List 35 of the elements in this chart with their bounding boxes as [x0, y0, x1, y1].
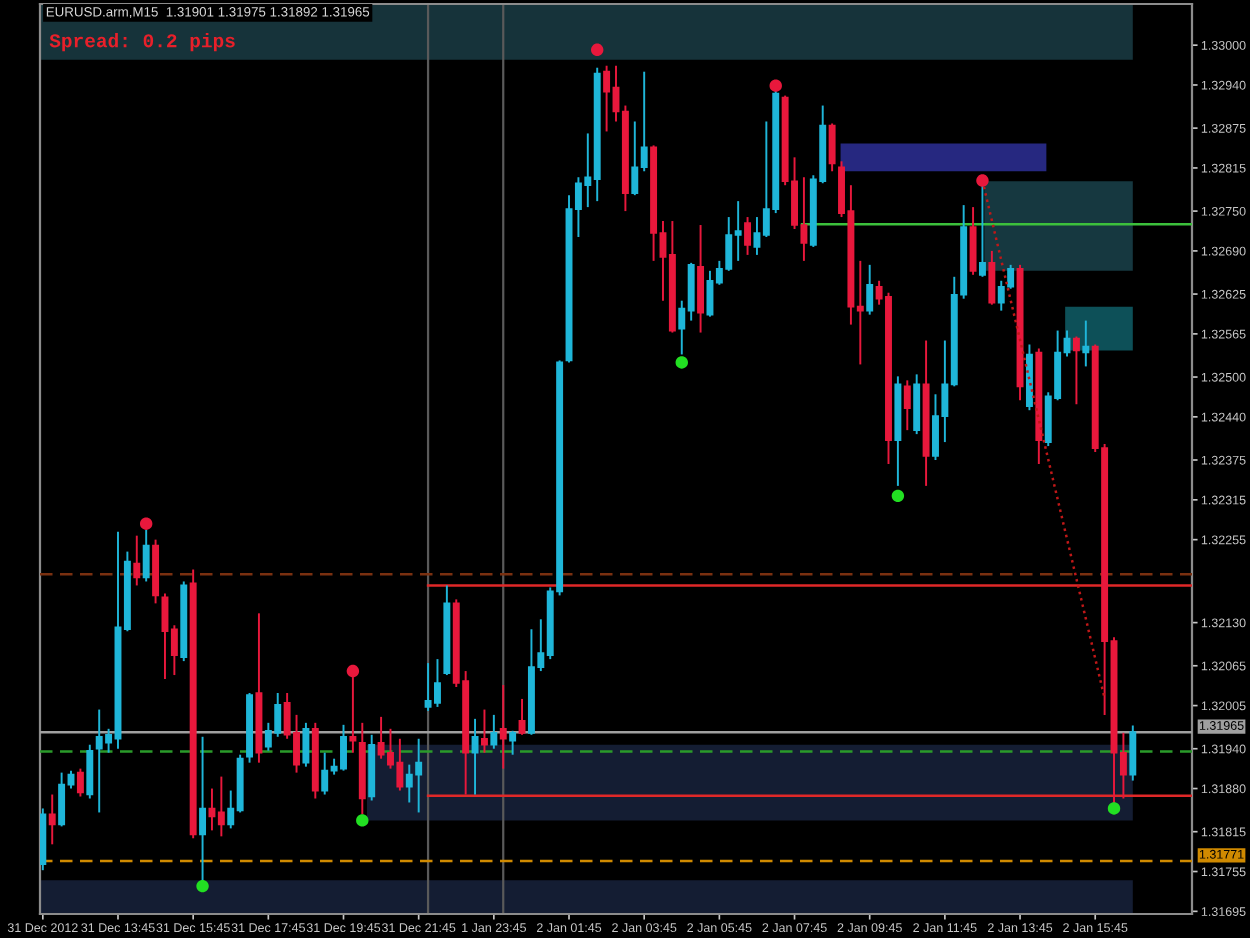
candlestick: [518, 697, 526, 736]
point: [891, 489, 905, 503]
annotation: Spread: 0.2 pips: [49, 33, 235, 52]
candlestick: [499, 684, 507, 770]
candlestick: [1072, 335, 1080, 406]
candlestick: [1129, 724, 1137, 782]
candlestick: [828, 122, 836, 173]
point: [196, 879, 209, 893]
candlestick: [969, 206, 977, 276]
point: [675, 356, 688, 369]
point: [1107, 802, 1121, 815]
candlestick: [866, 263, 874, 316]
candlestick: [133, 534, 141, 587]
candlestick: [697, 224, 705, 334]
candlestick: [1082, 319, 1090, 368]
candlestick: [76, 767, 84, 798]
candlestick: [48, 793, 56, 846]
point: [356, 814, 369, 827]
point: [346, 664, 360, 678]
candlestick: [913, 373, 921, 436]
candlestick: [603, 64, 611, 133]
point: [591, 43, 604, 57]
candlestick: [903, 379, 911, 432]
candlestick: [471, 717, 479, 796]
point: [139, 517, 153, 530]
candlestick: [509, 729, 517, 756]
candlestick: [490, 713, 498, 750]
point: [769, 79, 782, 92]
candlestick: [744, 216, 752, 256]
candlestick: [86, 743, 94, 800]
candlestick: [988, 249, 996, 306]
candlestick: [58, 771, 66, 828]
point: [976, 174, 989, 187]
candlestick: [480, 708, 488, 754]
candlestick: [302, 721, 310, 768]
